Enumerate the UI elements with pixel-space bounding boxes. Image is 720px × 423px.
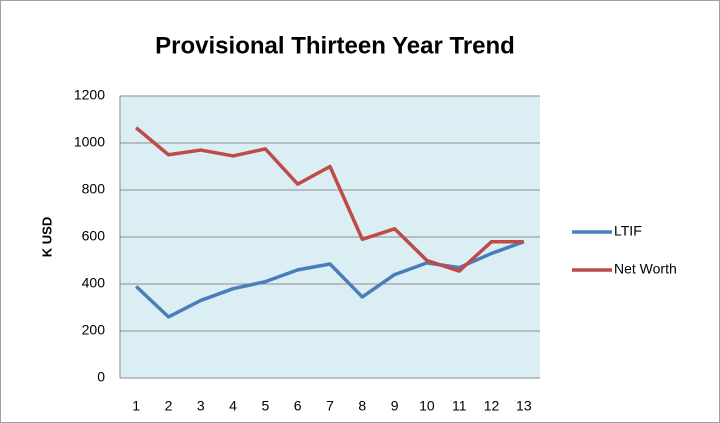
x-tick-label: 12 xyxy=(484,398,500,414)
x-tick-label: 4 xyxy=(229,398,237,414)
x-tick-label: 2 xyxy=(165,398,173,414)
x-tick-label: 5 xyxy=(261,398,269,414)
x-tick-label: 13 xyxy=(516,398,532,414)
x-tick-label: 1 xyxy=(132,398,140,414)
x-tick-label: 6 xyxy=(294,398,302,414)
y-tick-label: 600 xyxy=(82,228,106,244)
legend-label: Net Worth xyxy=(614,261,677,277)
y-tick-label: 400 xyxy=(82,275,106,291)
y-axis-label: K USD xyxy=(39,217,54,257)
x-tick-label: 9 xyxy=(391,398,399,414)
series-line xyxy=(134,240,525,319)
y-tick-label: 0 xyxy=(97,369,105,385)
y-tick-label: 1200 xyxy=(74,87,105,103)
legend-label: LTIF xyxy=(614,223,642,239)
x-tick-label: 7 xyxy=(326,398,334,414)
x-tick-label: 10 xyxy=(419,398,435,414)
y-tick-label: 800 xyxy=(82,181,106,197)
y-tick-label: 1000 xyxy=(74,134,105,150)
chart-title: Provisional Thirteen Year Trend xyxy=(155,32,515,59)
y-tick-label: 200 xyxy=(82,322,106,338)
series-line xyxy=(135,126,524,273)
x-tick-label: 8 xyxy=(358,398,366,414)
x-tick-label: 11 xyxy=(452,398,467,414)
x-tick-label: 3 xyxy=(197,398,205,414)
